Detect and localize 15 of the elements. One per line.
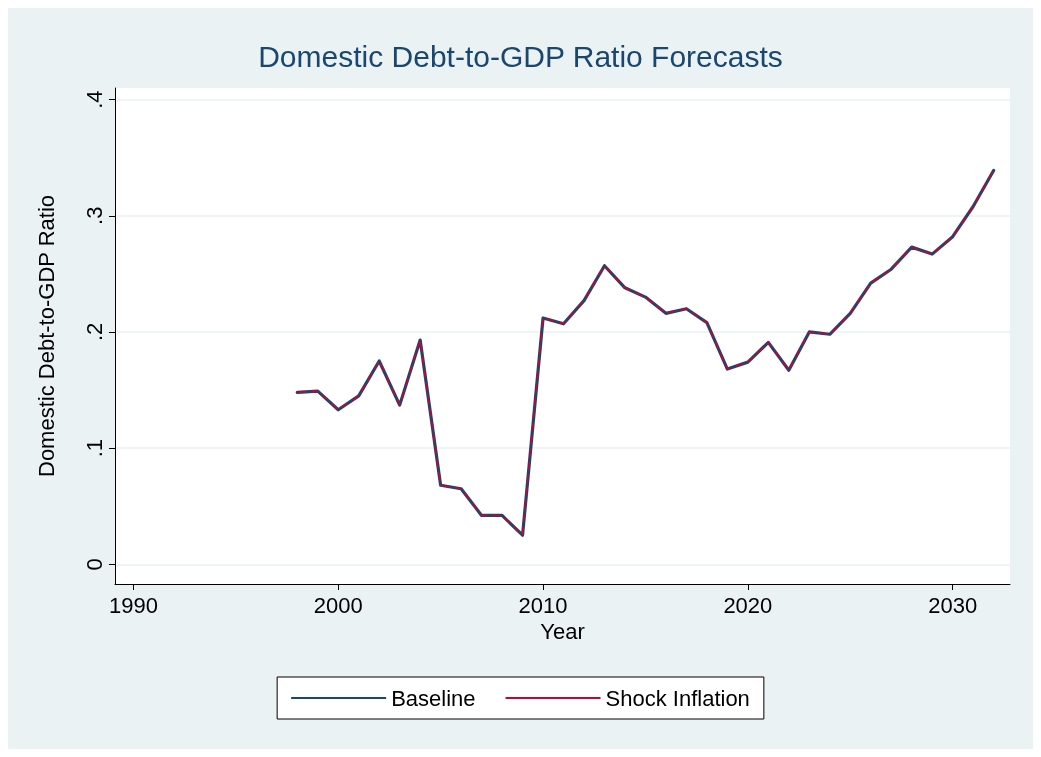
y-tick-label: .4 (81, 90, 107, 109)
x-tick-label: 2020 (723, 592, 773, 618)
x-axis-title: Year (540, 619, 585, 645)
x-tick-label: 1990 (108, 592, 158, 618)
x-tick-label: 2030 (928, 592, 978, 618)
x-tick-label: 2000 (313, 592, 363, 618)
x-tick-label: 2010 (518, 592, 568, 618)
y-tick-label: 0 (81, 558, 107, 571)
legend-label: Shock Inflation (605, 685, 750, 711)
legend-label: Baseline (391, 685, 476, 711)
y-tick-label: .3 (81, 206, 107, 225)
y-tick-label: .2 (81, 322, 107, 342)
chart-title: Domestic Debt-to-GDP Ratio Forecasts (258, 39, 783, 73)
y-tick-label: .1 (81, 438, 107, 458)
y-axis-title: Domestic Debt-to-GDP Ratio (33, 194, 59, 478)
